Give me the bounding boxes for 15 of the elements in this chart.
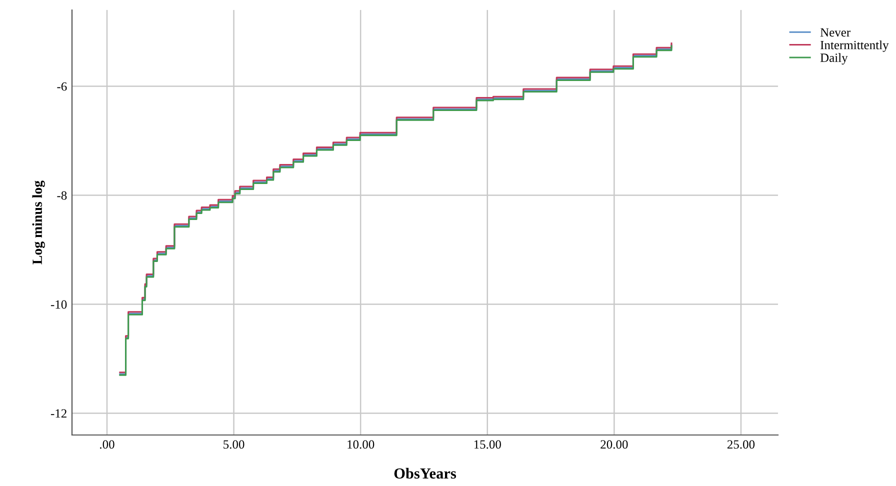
x-tick-label: 5.00 xyxy=(224,440,244,449)
y-tick-label: -8 xyxy=(57,191,67,200)
y-axis-title: Log minus log xyxy=(32,180,45,264)
x-tick-label: .00 xyxy=(100,440,114,449)
legend-label: Daily xyxy=(820,53,848,65)
x-tick-label: 25.00 xyxy=(727,440,755,449)
legend-label: Never xyxy=(820,28,850,37)
x-tick-label: 15.00 xyxy=(474,440,501,449)
x-axis-title: ObsYears xyxy=(394,468,456,479)
y-tick-label: -10 xyxy=(50,300,67,309)
x-tick-label: 20.00 xyxy=(600,440,628,449)
legend-label: Intermittently xyxy=(820,40,889,52)
x-tick-label: 10.00 xyxy=(348,440,374,449)
y-tick-label: -12 xyxy=(50,409,66,418)
y-tick-label: -6 xyxy=(57,82,67,91)
